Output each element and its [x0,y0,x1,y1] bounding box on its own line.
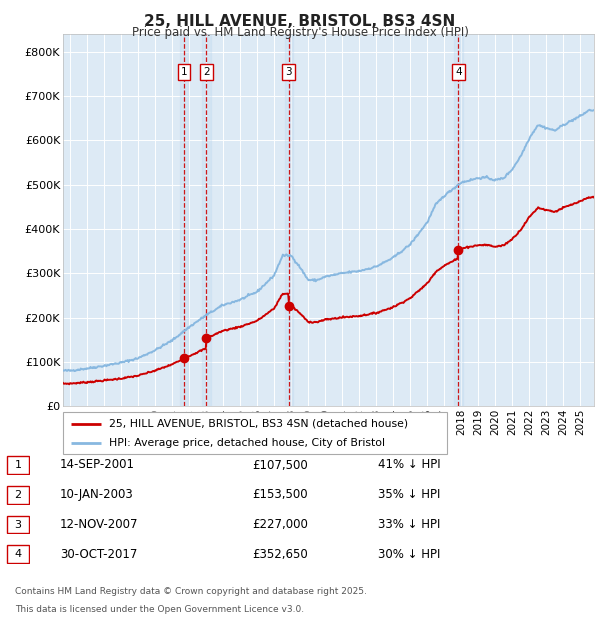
Text: £227,000: £227,000 [252,518,308,531]
Text: 1: 1 [181,67,187,77]
Text: Price paid vs. HM Land Registry's House Price Index (HPI): Price paid vs. HM Land Registry's House … [131,26,469,39]
Text: £153,500: £153,500 [252,489,308,501]
Text: £352,650: £352,650 [252,548,308,560]
Text: HPI: Average price, detached house, City of Bristol: HPI: Average price, detached house, City… [109,438,385,448]
Text: 3: 3 [286,67,292,77]
Text: 25, HILL AVENUE, BRISTOL, BS3 4SN (detached house): 25, HILL AVENUE, BRISTOL, BS3 4SN (detac… [109,418,408,428]
Text: 12-NOV-2007: 12-NOV-2007 [60,518,139,531]
Text: 30-OCT-2017: 30-OCT-2017 [60,548,137,560]
Bar [180,34,188,406]
Text: 10-JAN-2003: 10-JAN-2003 [60,489,134,501]
Text: Contains HM Land Registry data © Crown copyright and database right 2025.: Contains HM Land Registry data © Crown c… [15,587,367,596]
Text: 2: 2 [203,67,210,77]
Text: 1: 1 [14,460,22,470]
Bar [284,34,293,406]
Text: 41% ↓ HPI: 41% ↓ HPI [378,459,440,471]
Text: 4: 4 [14,549,22,559]
Text: 30% ↓ HPI: 30% ↓ HPI [378,548,440,560]
Text: 4: 4 [455,67,461,77]
Bar [202,34,211,406]
Text: £107,500: £107,500 [252,459,308,471]
Text: 3: 3 [14,520,22,529]
Bar [454,34,463,406]
Text: 35% ↓ HPI: 35% ↓ HPI [378,489,440,501]
Text: This data is licensed under the Open Government Licence v3.0.: This data is licensed under the Open Gov… [15,604,304,614]
Text: 25, HILL AVENUE, BRISTOL, BS3 4SN: 25, HILL AVENUE, BRISTOL, BS3 4SN [145,14,455,29]
Text: 33% ↓ HPI: 33% ↓ HPI [378,518,440,531]
Text: 14-SEP-2001: 14-SEP-2001 [60,459,135,471]
Text: 2: 2 [14,490,22,500]
